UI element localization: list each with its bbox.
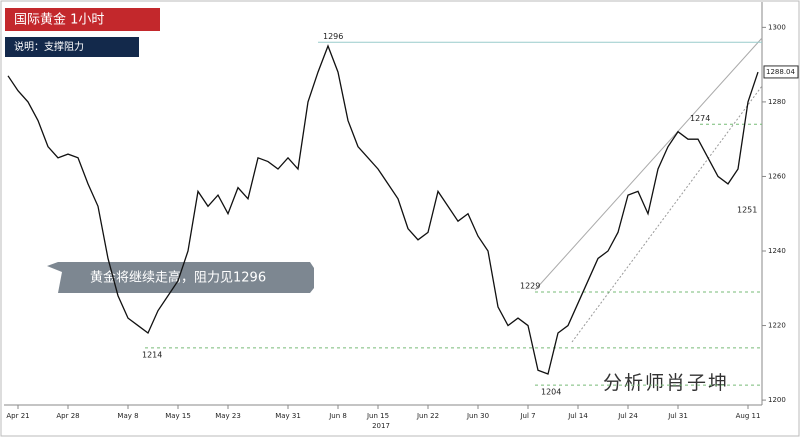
level-label: 1274 — [690, 114, 710, 123]
level-label: 1214 — [142, 350, 162, 359]
chart-title: 国际黄金 1小时 — [14, 12, 104, 28]
x-tick-label: Jun 15 — [366, 412, 389, 420]
x-tick-label: Jun 8 — [328, 412, 347, 420]
x-tick-label: Jul 7 — [519, 412, 535, 420]
y-tick-label: 1220 — [768, 322, 786, 330]
level-label: 1251 — [737, 206, 757, 215]
watermark: 分析师肖子坤 — [603, 372, 729, 394]
x-tick-label: Jun 30 — [466, 412, 489, 420]
x-tick-label: Aug 11 — [736, 412, 761, 420]
price-line — [7, 44, 759, 375]
x-tick-label: Jul 14 — [567, 412, 588, 420]
chart-subtitle: 说明：支撑阻力 — [14, 40, 84, 53]
level-label: 1229 — [520, 282, 540, 291]
y-tick-label: 1280 — [768, 98, 786, 106]
x-tick-label: May 23 — [215, 412, 241, 420]
last-price-box — [763, 65, 799, 79]
y-tick-label: 1260 — [768, 172, 786, 180]
x-tick-label: May 8 — [117, 412, 138, 420]
callout-text: 黄金将继续走高，阻力见1296 — [90, 270, 266, 286]
x-tick-label: Jun 22 — [416, 412, 439, 420]
title-box — [5, 8, 160, 31]
x-tick-label: Jul 31 — [667, 412, 688, 420]
x-tick-label: Apr 21 — [6, 412, 29, 420]
trend-line — [534, 37, 763, 291]
y-tick-label: 1300 — [768, 23, 786, 31]
x-tick-label: May 31 — [275, 412, 301, 420]
last-price-label: 1288.04 — [766, 68, 795, 76]
trend-line — [571, 85, 763, 343]
subtitle-box — [5, 37, 139, 57]
x-tick-label: May 15 — [165, 412, 191, 420]
x-tick-label: Jul 24 — [617, 412, 638, 420]
y-tick-label: 1200 — [768, 396, 786, 404]
callout — [47, 262, 314, 293]
y-tick-label: 1240 — [768, 247, 786, 255]
year-label: 2017 — [372, 422, 390, 430]
level-label: 1204 — [541, 388, 561, 397]
level-label: 1296 — [323, 32, 343, 41]
x-tick-label: Apr 28 — [56, 412, 79, 420]
